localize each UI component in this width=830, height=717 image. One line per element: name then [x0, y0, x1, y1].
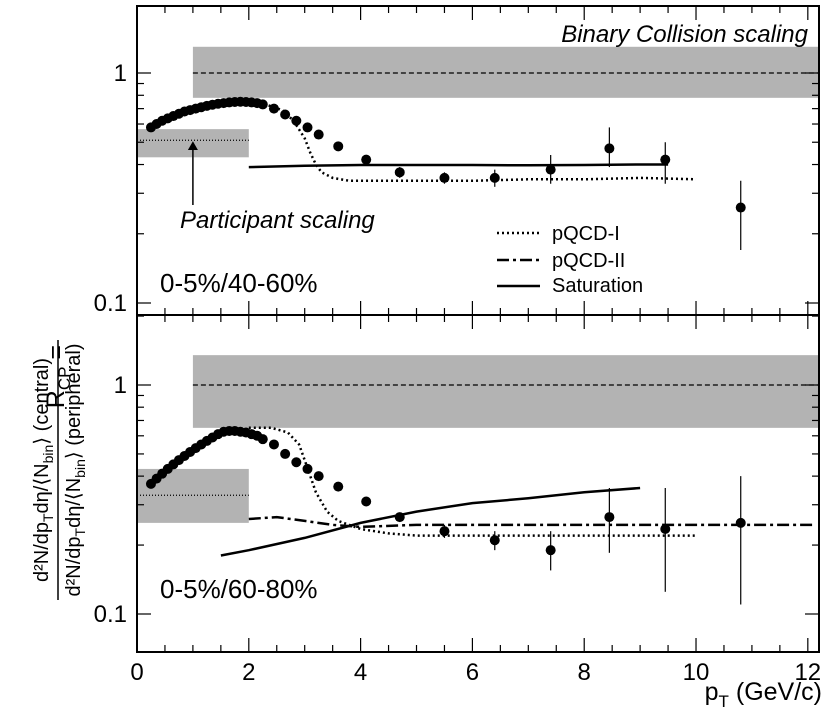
y-axis-label-lhs: RCP =: [42, 345, 74, 408]
legend: pQCD-I pQCD-II Saturation: [497, 223, 643, 297]
bottom-refs: [137, 384, 819, 496]
panel-bottom: 0.110 2 4 6 8 10 12 0-5%/60-80%: [94, 314, 821, 686]
bot-data-point: [313, 471, 324, 482]
top-y-tick-label: 1: [114, 60, 127, 87]
bot-curve-pqcd-ii: [248, 515, 814, 529]
top-data-point: [313, 129, 324, 140]
top-model-curves: [248, 101, 697, 183]
bot-curve-saturation: [220, 486, 641, 557]
bottom-frame: [136, 314, 820, 653]
legend-label-pqcd2: pQCD-II: [552, 250, 625, 272]
top-data-point: [280, 109, 291, 120]
y-axis-label-denominator: d²N/dpTdη/⟨Nbin⟩ (peripheral): [63, 344, 88, 597]
bot-binary-band: [192, 355, 820, 428]
top-refs: [137, 72, 819, 141]
bot-data-point: [604, 512, 615, 523]
bot-data-point: [291, 457, 302, 468]
bot-data-point: [545, 545, 556, 556]
bot-data-point: [361, 496, 372, 507]
top-binary-band: [192, 46, 820, 98]
x-tick-label: 8: [578, 659, 591, 686]
x-tick-label: 10: [683, 659, 710, 686]
top-data-point: [394, 167, 405, 178]
bot-data-point: [660, 524, 671, 535]
bot-data-point: [268, 439, 279, 450]
y-axis-label: RCP = d²N/dpTdη/⟨Nbin⟩ (central) d²N/dpT…: [31, 340, 88, 600]
top-data-point: [333, 141, 344, 152]
bot-data-point: [394, 512, 405, 523]
top-data-point: [268, 103, 279, 114]
bottom-model-curves: [220, 426, 814, 557]
legend-label-saturation: Saturation: [552, 275, 643, 297]
x-tick-label: 2: [242, 659, 255, 686]
top-data-point: [735, 202, 746, 213]
binary-collision-label: Binary Collision scaling: [561, 21, 808, 48]
bot-data-point: [257, 434, 268, 445]
bottom-bands: [137, 355, 820, 523]
participant-arrow: [187, 141, 198, 205]
x-tick-label: 0: [130, 659, 143, 686]
top-panel-label: 0-5%/40-60%: [160, 268, 318, 298]
bot-curve-pqcd-i: [248, 426, 696, 537]
top-data-point: [660, 154, 671, 165]
x-tick-label: 4: [354, 659, 367, 686]
bottom-ticks: 0.110 2 4 6 8 10 12: [94, 315, 821, 686]
x-tick-label: 6: [466, 659, 479, 686]
participant-arrow-head: [187, 141, 198, 150]
participant-scaling-label: Participant scaling: [180, 207, 375, 234]
top-ticks: 0.11: [94, 6, 819, 317]
top-data-point: [257, 99, 268, 110]
x-tick-label: 12: [794, 659, 821, 686]
legend-label-pqcd1: pQCD-I: [552, 223, 620, 245]
bot-data-point: [735, 517, 746, 528]
bot-y-tick-label: 0.1: [94, 601, 127, 628]
top-data-point: [439, 172, 450, 183]
top-data-points: [145, 96, 746, 250]
bot-data-point: [333, 481, 344, 492]
bot-data-point: [280, 448, 291, 459]
bottom-panel-label: 0-5%/60-80%: [160, 574, 318, 604]
bot-data-point: [489, 535, 500, 546]
x-axis-label: pT (GeV/c): [705, 678, 822, 711]
panel-top: 0.11 Binary Collision scaling Participan…: [94, 5, 820, 317]
y-axis-label-numerator: d²N/dpTdη/⟨Nbin⟩ (central): [31, 358, 56, 582]
top-data-point: [291, 115, 302, 126]
top-data-point: [361, 154, 372, 165]
top-y-tick-label: 0.1: [94, 290, 127, 317]
bottom-data-points: [145, 425, 746, 605]
top-data-point: [302, 122, 313, 133]
top-data-point: [604, 143, 615, 154]
bot-y-tick-label: 1: [114, 372, 127, 399]
top-curve-saturation: [248, 163, 669, 169]
top-data-point: [545, 164, 556, 175]
bot-data-point: [302, 463, 313, 474]
bot-data-point: [439, 526, 450, 537]
top-data-point: [489, 172, 500, 183]
top-curve-pqcd-i: [248, 101, 697, 183]
top-bands: [137, 46, 820, 158]
